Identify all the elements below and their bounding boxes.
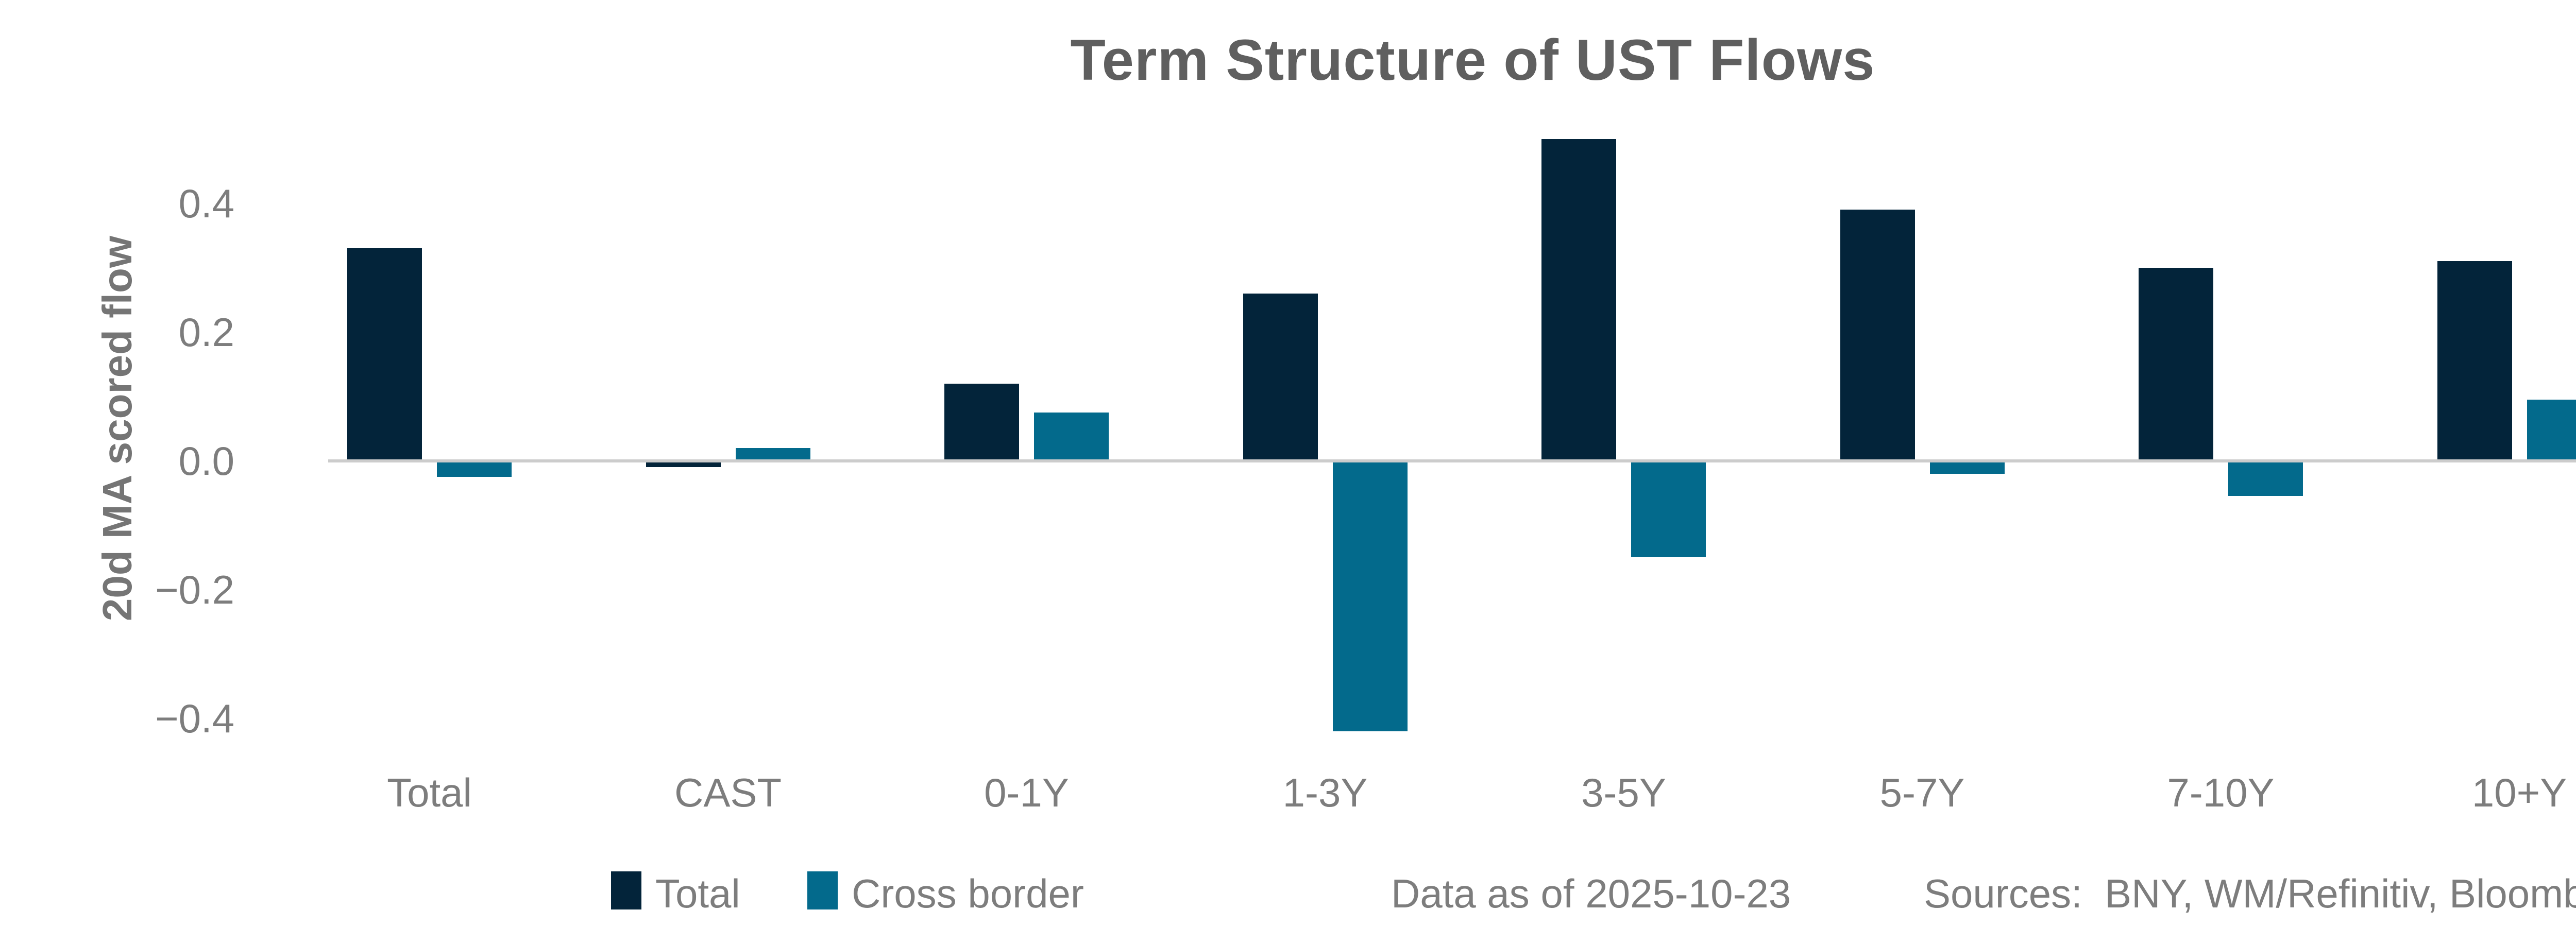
x-tick-label-cast: CAST [674,770,782,815]
legend-label-total: Total [655,871,740,916]
bar-total-cast [646,460,721,467]
x-tick-label-0-1y: 0-1Y [984,770,1069,815]
bar-cross-border-0-1y [1034,412,1109,461]
x-tick-label-3-5y: 3-5Y [1581,770,1666,815]
bar-cross-border-total [437,460,512,477]
legend-swatch-total [611,871,641,909]
bar-cross-border-7-10y [2228,460,2303,496]
bar-cross-border-1-3y [1332,460,1408,731]
x-tick-label-10+y: 10+Y [2471,770,2567,815]
bar-cross-border-5-7y [1929,460,2005,474]
y-tick-label: 0.4 [178,180,234,226]
x-axis-tick-labels: Total CAST 0-1Y 1-3Y 3-5Y 5-7Y 7-10Y 10+Y [328,771,2576,818]
bar-cross-border-cast [735,448,810,461]
bar-total-0-1y [944,383,1019,461]
legend-swatch-cross-border [807,871,838,909]
x-tick-label-1-3y: 1-3Y [1282,770,1368,815]
sources-text: Sources: BNY, WM/Refinitiv, Bloomberg [1924,871,2576,916]
x-tick-label-7-10y: 7-10Y [2167,770,2275,815]
chart-footer: Total Cross border Data as of 2025-10-23… [0,870,2576,917]
data-as-of-text: Data as of 2025-10-23 [1391,871,1791,916]
plot-area [328,107,2576,750]
zero-line [328,459,2576,462]
legend-label-cross-border: Cross border [852,871,1084,916]
bar-total-10+y [2437,261,2512,461]
bar-total-5-7y [1840,210,1915,461]
y-tick-label: 0.0 [178,438,234,484]
y-axis-tick-labels: 0.4 0.2 0.0 −0.2 −0.4 [0,107,234,750]
bar-cross-border-10+y [2527,399,2576,461]
x-tick-label-5-7y: 5-7Y [1879,770,1965,815]
chart-title: Term Structure of UST Flows [1070,28,1875,92]
bar-cross-border-3-5y [1631,460,1706,557]
bar-total-7-10y [2139,267,2213,461]
bar-total-3-5y [1541,139,1616,461]
y-tick-label: −0.4 [155,695,234,741]
y-tick-label: 0.2 [178,309,234,355]
y-tick-label: −0.2 [155,566,234,612]
x-tick-label-total: Total [387,770,472,815]
bar-total-1-3y [1243,293,1318,461]
bar-total-total [347,248,422,461]
